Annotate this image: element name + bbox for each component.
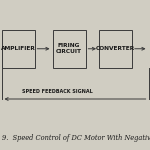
Text: CONVERTER: CONVERTER <box>96 46 135 51</box>
Bar <box>52 30 86 68</box>
Text: 9.  Speed Control of DC Motor With Negative F: 9. Speed Control of DC Motor With Negati… <box>2 135 150 142</box>
Text: AMPLIFIER: AMPLIFIER <box>1 46 35 51</box>
Bar <box>99 30 132 68</box>
Text: SPEED FEEDBACK SIGNAL: SPEED FEEDBACK SIGNAL <box>22 89 92 94</box>
Text: FIRING
CIRCUIT: FIRING CIRCUIT <box>56 43 82 54</box>
Bar <box>2 30 34 68</box>
